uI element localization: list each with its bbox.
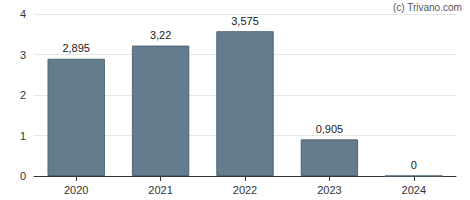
svg-text:1: 1 [20, 130, 26, 142]
svg-text:3,22: 3,22 [150, 29, 171, 41]
svg-text:2022: 2022 [233, 184, 257, 196]
svg-text:0,905: 0,905 [316, 123, 344, 135]
svg-text:2020: 2020 [64, 184, 88, 196]
svg-text:0: 0 [20, 170, 26, 182]
svg-text:0: 0 [411, 159, 417, 171]
svg-text:3,575: 3,575 [231, 15, 259, 27]
svg-text:2021: 2021 [148, 184, 172, 196]
svg-text:2023: 2023 [317, 184, 341, 196]
svg-text:(c) Trivano.com: (c) Trivano.com [393, 2, 462, 13]
svg-text:2024: 2024 [402, 184, 426, 196]
svg-text:3: 3 [20, 49, 26, 61]
svg-text:2,895: 2,895 [62, 42, 90, 54]
svg-text:4: 4 [20, 8, 26, 20]
svg-text:2: 2 [20, 89, 26, 101]
